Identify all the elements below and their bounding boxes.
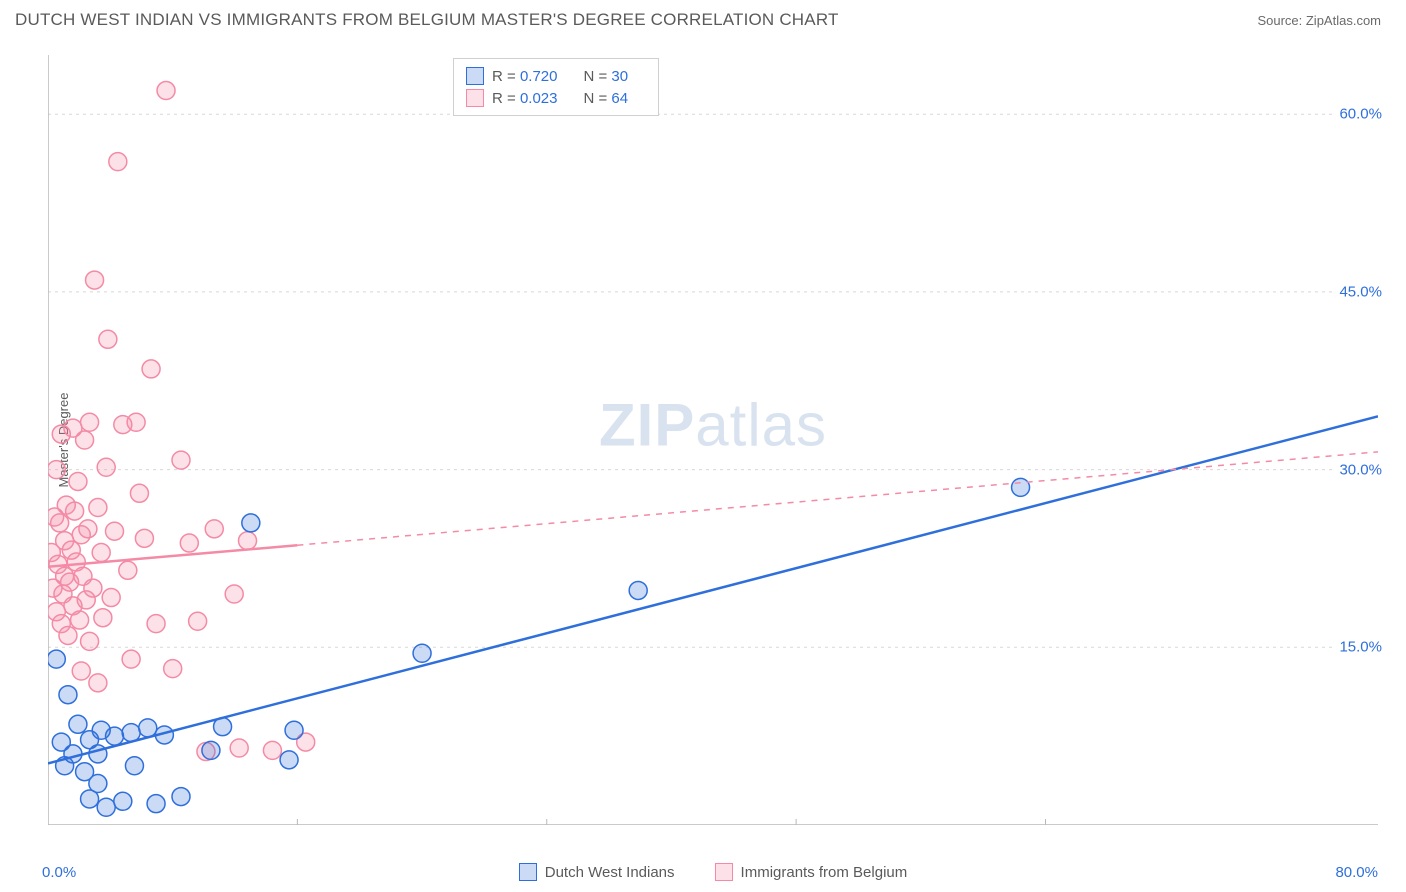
legend-row-pink: R = 0.023 N = 64 bbox=[466, 87, 646, 109]
swatch-blue-icon bbox=[519, 863, 537, 881]
chart-title: DUTCH WEST INDIAN VS IMMIGRANTS FROM BEL… bbox=[15, 10, 839, 30]
y-tick-label: 15.0% bbox=[1333, 639, 1382, 656]
swatch-pink bbox=[466, 89, 484, 107]
y-tick-label: 30.0% bbox=[1333, 461, 1382, 478]
chart-source: Source: ZipAtlas.com bbox=[1257, 13, 1381, 28]
legend-correlation: R = 0.720 N = 30 R = 0.023 N = 64 bbox=[453, 58, 659, 116]
swatch-pink-icon bbox=[715, 863, 733, 881]
legend-item-pink: Immigrants from Belgium bbox=[715, 863, 908, 881]
legend-item-blue: Dutch West Indians bbox=[519, 863, 675, 881]
chart-area: Master's Degree ZIPatlas R = 0.720 N = 3… bbox=[48, 55, 1378, 825]
y-tick-label: 45.0% bbox=[1333, 283, 1382, 300]
y-tick-label: 60.0% bbox=[1333, 106, 1382, 123]
legend-row-blue: R = 0.720 N = 30 bbox=[466, 65, 646, 87]
legend-bottom: Dutch West Indians Immigrants from Belgi… bbox=[48, 863, 1378, 881]
scatter-plot bbox=[48, 55, 1378, 825]
swatch-blue bbox=[466, 67, 484, 85]
